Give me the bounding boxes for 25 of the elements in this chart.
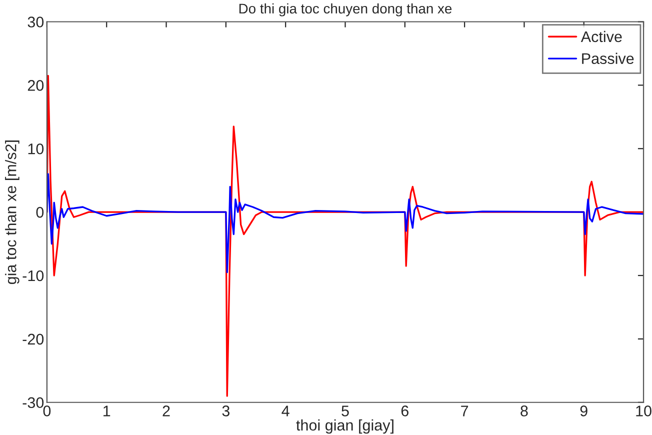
x-tick-label: 8 (520, 406, 528, 416)
legend-label: Passive (582, 52, 634, 64)
y-tick-label: 10 (28, 143, 44, 154)
line-series (46, 74, 644, 397)
chart-title: Do thi gia toc chuyen dong than xe (239, 3, 452, 16)
x-tick-label: 7 (461, 406, 468, 416)
y-tick-label: -20 (22, 334, 44, 345)
x-tick-label: 2 (162, 406, 170, 416)
x-tick-label: 4 (282, 406, 290, 416)
x-tick-label: 10 (636, 406, 652, 416)
x-tick-label: 0 (43, 406, 51, 416)
x-tick-label: 9 (580, 406, 588, 416)
x-tick-label: 3 (222, 406, 230, 416)
x-tick-label: 6 (401, 406, 408, 416)
x-tick-label: 5 (342, 406, 349, 416)
x-axis-title: thoi gian [giay] (296, 419, 394, 434)
y-tick-label: 0 (36, 206, 44, 218)
y-tick-label: 30 (28, 16, 44, 28)
y-axis-title: gia toc than xe [m/s2] (5, 140, 20, 284)
x-tick-label: 1 (104, 406, 110, 416)
legend-label: Active (580, 30, 622, 42)
y-tick-label: -10 (22, 270, 44, 282)
y-tick-label: -30 (22, 397, 44, 408)
line-series (46, 173, 644, 274)
y-tick-label: 20 (28, 80, 44, 91)
